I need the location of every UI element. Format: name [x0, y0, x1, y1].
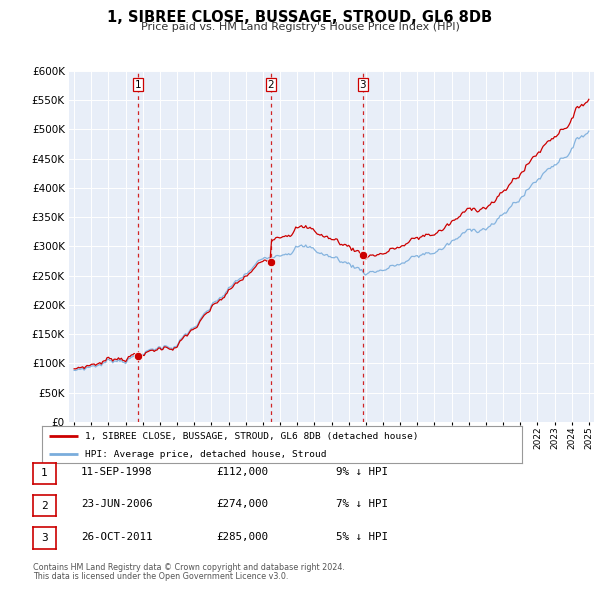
Text: 1: 1 — [134, 80, 141, 90]
Text: 3: 3 — [359, 80, 366, 90]
Text: 5% ↓ HPI: 5% ↓ HPI — [336, 532, 388, 542]
Text: £274,000: £274,000 — [216, 500, 268, 509]
Text: 23-JUN-2006: 23-JUN-2006 — [81, 500, 152, 509]
Text: £112,000: £112,000 — [216, 467, 268, 477]
Text: 1, SIBREE CLOSE, BUSSAGE, STROUD, GL6 8DB: 1, SIBREE CLOSE, BUSSAGE, STROUD, GL6 8D… — [107, 10, 493, 25]
Text: 1: 1 — [41, 468, 48, 478]
Text: 11-SEP-1998: 11-SEP-1998 — [81, 467, 152, 477]
Text: 2: 2 — [41, 501, 48, 510]
Text: 3: 3 — [41, 533, 48, 543]
Text: This data is licensed under the Open Government Licence v3.0.: This data is licensed under the Open Gov… — [33, 572, 289, 581]
Text: Contains HM Land Registry data © Crown copyright and database right 2024.: Contains HM Land Registry data © Crown c… — [33, 563, 345, 572]
Text: 1, SIBREE CLOSE, BUSSAGE, STROUD, GL6 8DB (detached house): 1, SIBREE CLOSE, BUSSAGE, STROUD, GL6 8D… — [85, 432, 419, 441]
Text: Price paid vs. HM Land Registry's House Price Index (HPI): Price paid vs. HM Land Registry's House … — [140, 22, 460, 32]
Text: HPI: Average price, detached house, Stroud: HPI: Average price, detached house, Stro… — [85, 450, 327, 459]
Text: 26-OCT-2011: 26-OCT-2011 — [81, 532, 152, 542]
Text: £285,000: £285,000 — [216, 532, 268, 542]
Text: 7% ↓ HPI: 7% ↓ HPI — [336, 500, 388, 509]
Text: 9% ↓ HPI: 9% ↓ HPI — [336, 467, 388, 477]
Text: 2: 2 — [268, 80, 274, 90]
